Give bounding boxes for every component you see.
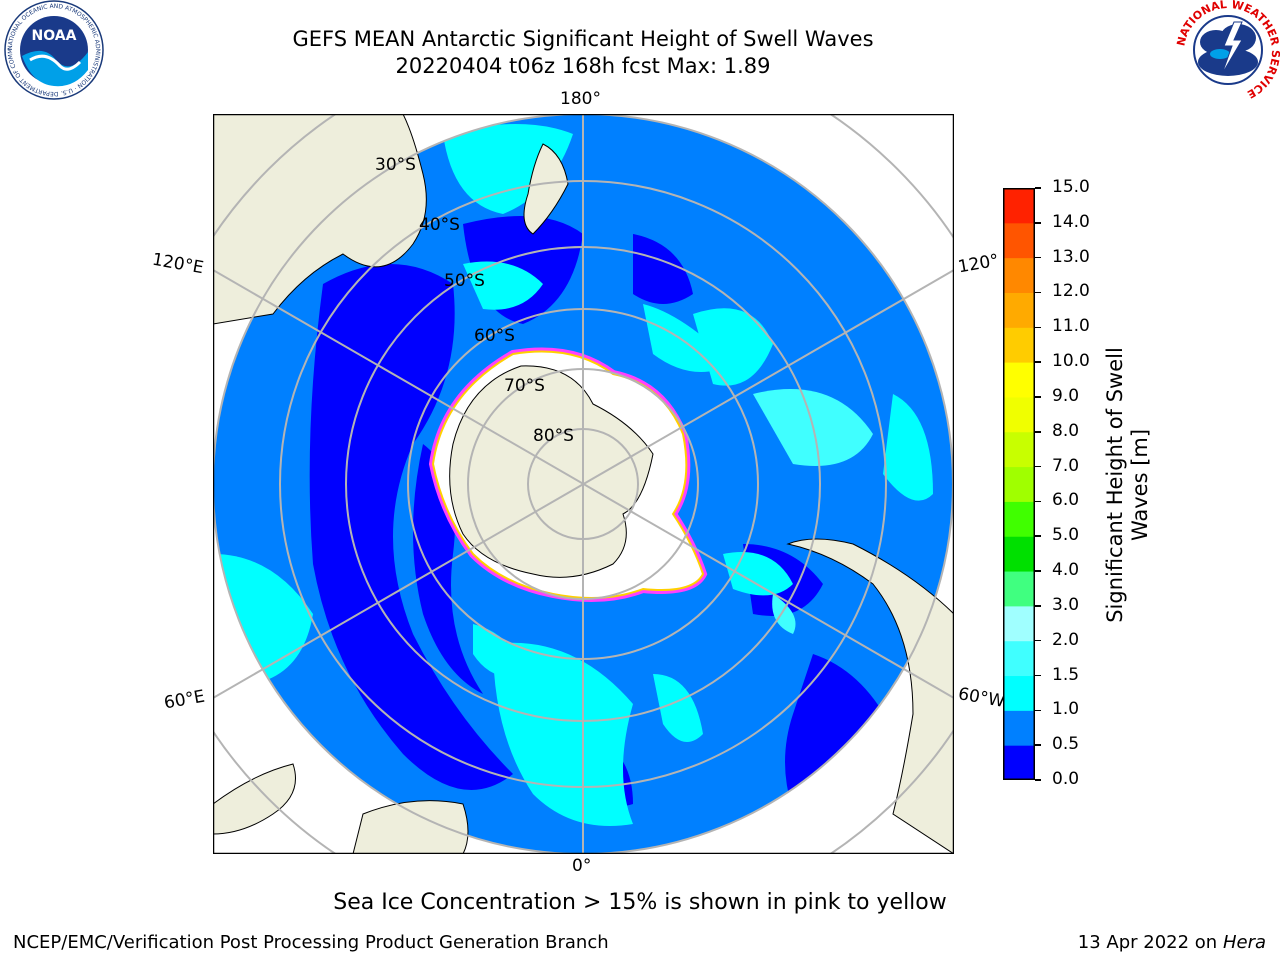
colorbar-segment xyxy=(1003,605,1035,642)
noaa-logo-icon: NATIONAL OCEANIC AND ATMOSPHERIC ADMINIS… xyxy=(4,0,104,100)
colorbar-tick-mark xyxy=(1035,326,1041,329)
colorbar-tick-mark xyxy=(1035,431,1041,433)
svg-text:NOAA: NOAA xyxy=(32,28,77,44)
colorbar-tick-mark xyxy=(1035,674,1041,677)
colorbar-tick-mark xyxy=(1035,535,1041,537)
colorbar-tick-mark xyxy=(1035,465,1041,468)
colorbar-segment xyxy=(1003,536,1035,572)
colorbar-tick-mark xyxy=(1035,605,1041,607)
colorbar-tick-label: 4.0 xyxy=(1052,560,1080,581)
colorbar-tick-label: 3.0 xyxy=(1052,594,1080,615)
lon-label-60w: 60°W xyxy=(956,684,1007,712)
colorbar-segment xyxy=(1003,396,1035,433)
lon-label-0: 0° xyxy=(572,856,592,876)
colorbar-tick-label: 12.0 xyxy=(1052,281,1090,302)
credit-text: NCEP/EMC/Verification Post Processing Pr… xyxy=(13,932,609,953)
colorbar-tick-mark xyxy=(1035,187,1041,189)
page-title: GEFS MEAN Antarctic Significant Height o… xyxy=(292,27,874,51)
colorbar-tick-mark xyxy=(1035,256,1041,259)
colorbar-tick-mark xyxy=(1035,709,1041,712)
colorbar-label-line1: Significant Height of Swell xyxy=(1103,347,1127,623)
colorbar-label-line2: Waves [m] xyxy=(1128,428,1152,542)
colorbar-tick-mark xyxy=(1035,744,1041,746)
colorbar-tick-label: 0.0 xyxy=(1052,769,1080,789)
colorbar-tick-label: 2.0 xyxy=(1052,629,1080,650)
colorbar-tick-label: 6.0 xyxy=(1052,490,1080,511)
lon-label-120e: 120°E xyxy=(150,249,206,279)
south-america-land xyxy=(786,538,954,854)
colorbar-tick-label: 7.0 xyxy=(1052,455,1080,476)
colorbar-tick-label: 9.0 xyxy=(1052,385,1080,406)
lat-label-70s: 70°S xyxy=(504,376,545,396)
colorbar-tick-mark xyxy=(1035,361,1041,363)
colorbar-segment xyxy=(1003,466,1035,502)
colorbar-segment xyxy=(1003,362,1035,398)
date-stamp: 13 Apr 2022 on Hera xyxy=(1077,932,1266,953)
colorbar-segment xyxy=(1003,431,1035,468)
lat-label-40s: 40°S xyxy=(419,215,460,235)
lat-label-80s: 80°S xyxy=(533,426,574,446)
colorbar-tick-label: 14.0 xyxy=(1052,211,1090,232)
colorbar-segment xyxy=(1003,257,1035,293)
antarctica-land xyxy=(449,365,654,578)
polar-map: 30°S 40°S 50°S 60°S 70°S 80°S xyxy=(213,114,954,854)
colorbar-segment xyxy=(1003,710,1035,746)
colorbar xyxy=(1003,188,1035,780)
colorbar-segment xyxy=(1003,675,1035,711)
colorbar-tick-mark xyxy=(1035,500,1041,503)
colorbar-tick-label: 5.0 xyxy=(1052,525,1080,546)
colorbar-segment xyxy=(1003,571,1035,607)
colorbar-tick-label: 10.0 xyxy=(1052,351,1090,372)
colorbar-tick-mark xyxy=(1035,291,1041,294)
colorbar-tick-label: 13.0 xyxy=(1052,246,1090,267)
colorbar-tick-mark xyxy=(1035,639,1041,642)
colorbar-tick-mark xyxy=(1035,779,1041,781)
colorbar-segment xyxy=(1003,327,1035,363)
new-zealand-land xyxy=(523,143,569,235)
colorbar-tick-mark xyxy=(1035,396,1041,398)
colorbar-segment xyxy=(1003,745,1035,780)
sea-ice-note: Sea Ice Concentration > 15% is shown in … xyxy=(333,890,947,915)
lat-label-50s: 50°S xyxy=(444,271,485,291)
colorbar-tick-mark xyxy=(1035,222,1041,224)
lat-label-30s: 30°S xyxy=(375,155,416,175)
colorbar-segment xyxy=(1003,188,1035,224)
colorbar-segment xyxy=(1003,501,1035,537)
lat-label-60s: 60°S xyxy=(474,326,515,346)
lon-label-120w: 120° xyxy=(956,250,1001,278)
colorbar-tick-label: 11.0 xyxy=(1052,316,1090,337)
colorbar-border xyxy=(1003,188,1035,780)
colorbar-segment xyxy=(1003,640,1035,677)
colorbar-tick-label: 15.0 xyxy=(1052,177,1090,197)
colorbar-tick-label: 0.5 xyxy=(1052,734,1080,755)
colorbar-segment xyxy=(1003,222,1035,259)
colorbar-tick-label: 1.0 xyxy=(1052,699,1080,720)
lon-label-60e: 60°E xyxy=(162,686,207,714)
map-border xyxy=(213,114,954,854)
colorbar-tick-label: 8.0 xyxy=(1052,420,1080,441)
forecast-subtitle: 20220404 t06z 168h fcst Max: 1.89 xyxy=(395,54,771,78)
australia-land xyxy=(213,114,427,325)
colorbar-tick-mark xyxy=(1035,570,1041,572)
host-name: Hera xyxy=(1222,932,1266,953)
africa-land xyxy=(352,800,469,854)
colorbar-segment xyxy=(1003,292,1035,328)
colorbar-tick-label: 1.5 xyxy=(1052,664,1080,685)
lon-label-180: 180° xyxy=(560,89,601,109)
